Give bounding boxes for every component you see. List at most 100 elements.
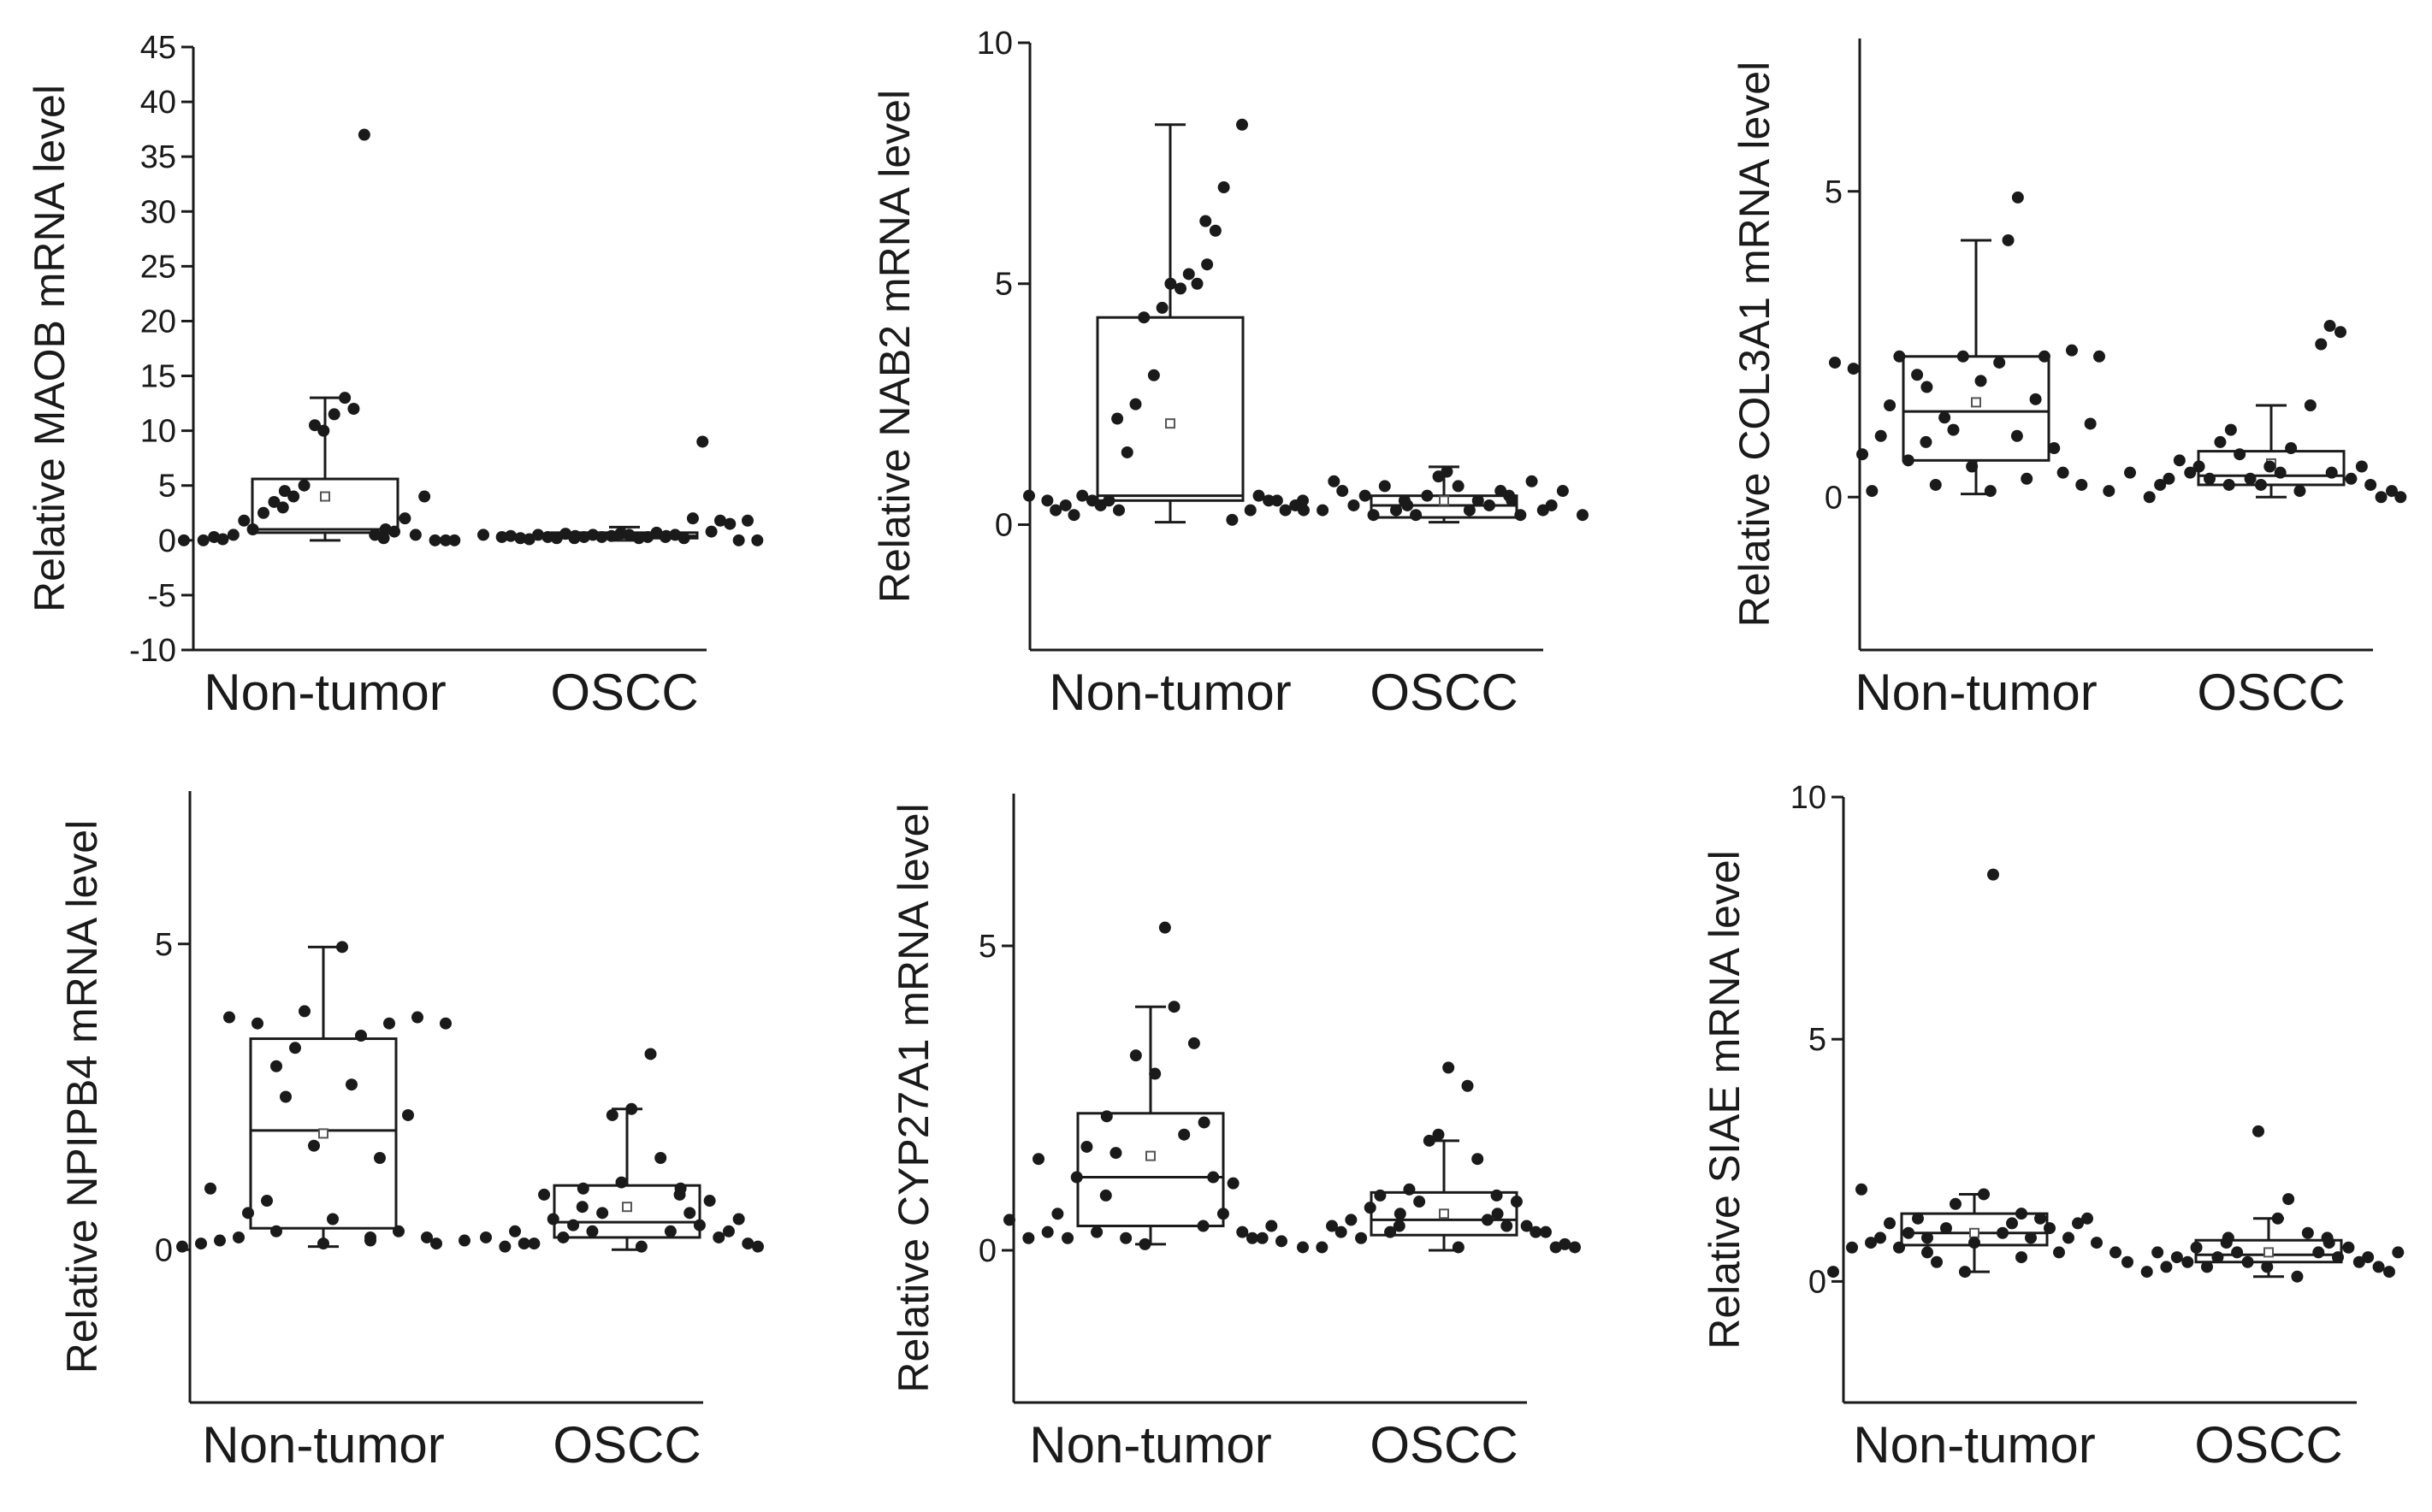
data-point — [2190, 1241, 2203, 1254]
data-point — [722, 1225, 735, 1237]
data-point — [1275, 1235, 1287, 1248]
data-point — [1244, 504, 1257, 517]
y-tick-label: 25 — [140, 249, 176, 285]
data-point — [1421, 489, 1434, 502]
data-point — [1175, 282, 1186, 295]
data-point — [399, 512, 411, 525]
data-point — [713, 1231, 725, 1243]
data-point — [1865, 1237, 1877, 1249]
data-point — [1500, 1220, 1513, 1232]
data-point — [1911, 369, 1924, 381]
data-point — [430, 1237, 442, 1250]
data-point — [1199, 215, 1212, 227]
data-point — [2285, 442, 2298, 455]
data-point — [2056, 466, 2069, 479]
data-point — [2062, 1231, 2074, 1244]
data-point — [1384, 1226, 1397, 1238]
data-point — [336, 941, 348, 954]
data-point — [1099, 1189, 1112, 1202]
data-point — [2293, 485, 2306, 498]
data-point — [317, 1237, 329, 1250]
data-point — [1138, 311, 1151, 324]
data-point — [2334, 326, 2346, 339]
data-point — [1129, 1049, 1142, 1062]
y-tick-label: 10 — [1790, 780, 1826, 816]
data-point — [1270, 494, 1283, 507]
data-point — [2214, 435, 2227, 448]
data-point — [233, 1231, 245, 1243]
data-point — [1279, 504, 1292, 517]
box-iqr — [1370, 1190, 1518, 1237]
data-point — [1997, 1226, 2009, 1239]
mean-marker — [1145, 1150, 1156, 1161]
data-point — [1298, 504, 1310, 517]
data-point — [2261, 1261, 2274, 1273]
data-point — [1041, 494, 1054, 507]
data-point — [1956, 350, 1969, 363]
y-tick-label: 35 — [140, 139, 176, 175]
data-point — [595, 530, 608, 543]
data-point — [1070, 1171, 1083, 1184]
data-point — [2184, 466, 2197, 479]
y-tick-label: 5 — [1825, 174, 1843, 210]
data-point — [2342, 1241, 2355, 1254]
data-point — [2038, 350, 2050, 363]
data-point — [1403, 1183, 1416, 1196]
data-point — [586, 1225, 599, 1237]
data-point — [2323, 1237, 2335, 1249]
data-point — [289, 1042, 301, 1054]
data-point — [2034, 1212, 2046, 1225]
data-point — [623, 529, 636, 541]
data-point — [270, 1225, 282, 1237]
data-point — [369, 529, 382, 541]
data-point — [1846, 1241, 1858, 1254]
data-point — [280, 1090, 292, 1103]
y-tick-label: 0 — [1825, 480, 1843, 516]
data-point — [1156, 301, 1169, 314]
data-point — [2211, 1251, 2224, 1264]
data-point — [1514, 509, 1527, 522]
data-point — [2025, 1231, 2037, 1244]
data-point — [2352, 1255, 2365, 1268]
y-tick-label: 0 — [158, 523, 176, 559]
data-point — [2312, 1246, 2325, 1259]
data-point — [615, 1176, 628, 1189]
data-point — [703, 1195, 716, 1208]
x-category-label: OSCC — [2194, 1416, 2342, 1474]
data-point — [2002, 233, 2015, 246]
data-point — [1525, 475, 1538, 487]
data-point — [1959, 1266, 1971, 1279]
data-point — [261, 1195, 273, 1208]
data-point — [347, 403, 360, 415]
panel-maob: -10 -5 0 5 10 15 20 25 30 35 40 45 Relative MAOB mRN… — [26, 30, 764, 721]
data-point — [642, 530, 654, 543]
data-point — [195, 1237, 207, 1250]
data-point — [732, 534, 745, 546]
data-point — [1947, 423, 1960, 436]
data-point — [705, 525, 718, 538]
data-point — [659, 530, 672, 543]
data-point — [317, 424, 330, 437]
data-point — [1968, 1237, 1980, 1249]
y-tick-label: 5 — [995, 267, 1013, 303]
data-point — [1297, 494, 1309, 507]
data-point — [523, 533, 536, 546]
data-point — [1326, 1220, 1339, 1232]
data-point — [1855, 1183, 1867, 1196]
data-point — [2274, 466, 2287, 479]
data-point — [1041, 1226, 1054, 1238]
data-point — [308, 1139, 320, 1152]
data-point — [752, 1240, 764, 1253]
box-iqr — [553, 1184, 701, 1239]
data-point — [214, 1234, 226, 1247]
x-category-label: Non-tumor — [1029, 1416, 1271, 1474]
data-point — [686, 512, 699, 525]
data-point — [742, 1237, 754, 1250]
mean-marker — [622, 1202, 632, 1213]
data-point — [1076, 489, 1089, 502]
y-tick-label: 5 — [158, 469, 176, 505]
data-point — [1059, 499, 1072, 511]
data-point — [242, 1207, 254, 1220]
panel-siae: 0 5 10 Relative SIAE mRNA level Non-tumor OSC… — [1701, 780, 2405, 1474]
